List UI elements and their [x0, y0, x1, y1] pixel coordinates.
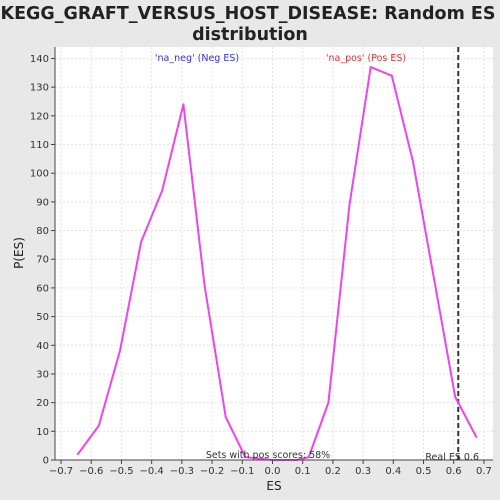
y-tick-label: 0: [43, 456, 49, 467]
x-tick-label: 0.7: [476, 466, 492, 477]
y-tick-label: 50: [36, 312, 49, 323]
data-point: [225, 416, 227, 418]
data-point: [349, 204, 351, 206]
y-tick-label: 40: [36, 341, 49, 352]
data-point: [454, 396, 456, 398]
x-tick-label: 0.0: [265, 466, 281, 477]
x-tick-label: −0.4: [140, 466, 164, 477]
x-tick-label: 0.5: [416, 466, 432, 477]
data-point: [182, 103, 184, 105]
x-tick-label: 0.3: [355, 466, 371, 477]
y-axis-label: P(ES): [12, 237, 26, 269]
data-point: [77, 453, 79, 455]
y-tick-label: 100: [30, 169, 49, 180]
data-point: [98, 425, 100, 427]
sets-pos-scores-label: Sets with pos scores: 58%: [206, 450, 330, 461]
y-tick-label: 60: [36, 283, 49, 294]
y-tick-label: 140: [30, 54, 49, 65]
x-tick-label: −0.7: [49, 466, 73, 477]
y-ticks: 0 10 20 30 40 50 60 70 80 90 100 110 120 130 140: [30, 54, 55, 467]
x-tick-label: 0.2: [325, 466, 341, 477]
data-point: [475, 436, 477, 438]
x-axis-label: ES: [266, 479, 281, 493]
x-tick-label: −0.2: [200, 466, 224, 477]
y-tick-label: 110: [30, 140, 49, 151]
y-tick-label: 20: [36, 398, 49, 409]
data-point: [161, 190, 163, 192]
data-point: [119, 350, 121, 352]
chart-title-line2: distribution: [192, 25, 308, 45]
y-tick-label: 90: [36, 197, 49, 208]
x-tick-label: −0.3: [170, 466, 194, 477]
x-tick-label: −0.5: [109, 466, 133, 477]
data-point: [204, 284, 206, 286]
y-tick-label: 70: [36, 255, 49, 266]
x-tick-label: −0.6: [79, 466, 103, 477]
x-tick-label: 0.1: [295, 466, 311, 477]
y-tick-label: 30: [36, 369, 49, 380]
chart-title-line1: KEGG_GRAFT_VERSUS_HOST_DISEASE: Random E…: [1, 4, 496, 24]
y-tick-label: 10: [36, 427, 49, 438]
plot-area: [55, 47, 493, 460]
pos-es-label: 'na_pos' (Pos ES): [326, 53, 406, 64]
neg-es-label: 'na_neg' (Neg ES): [155, 53, 239, 64]
data-point: [412, 161, 414, 163]
x-tick-label: 0.6: [446, 466, 462, 477]
y-tick-label: 130: [30, 83, 49, 94]
data-point: [433, 278, 435, 280]
data-point: [391, 75, 393, 77]
x-tick-label: 0.4: [385, 466, 401, 477]
data-point: [140, 241, 142, 243]
real-es-label: Real ES 0.6: [425, 452, 479, 463]
data-point: [327, 402, 329, 404]
y-tick-label: 80: [36, 226, 49, 237]
x-tick-label: −0.1: [230, 466, 254, 477]
y-tick-label: 120: [30, 111, 49, 122]
data-point: [370, 66, 372, 68]
